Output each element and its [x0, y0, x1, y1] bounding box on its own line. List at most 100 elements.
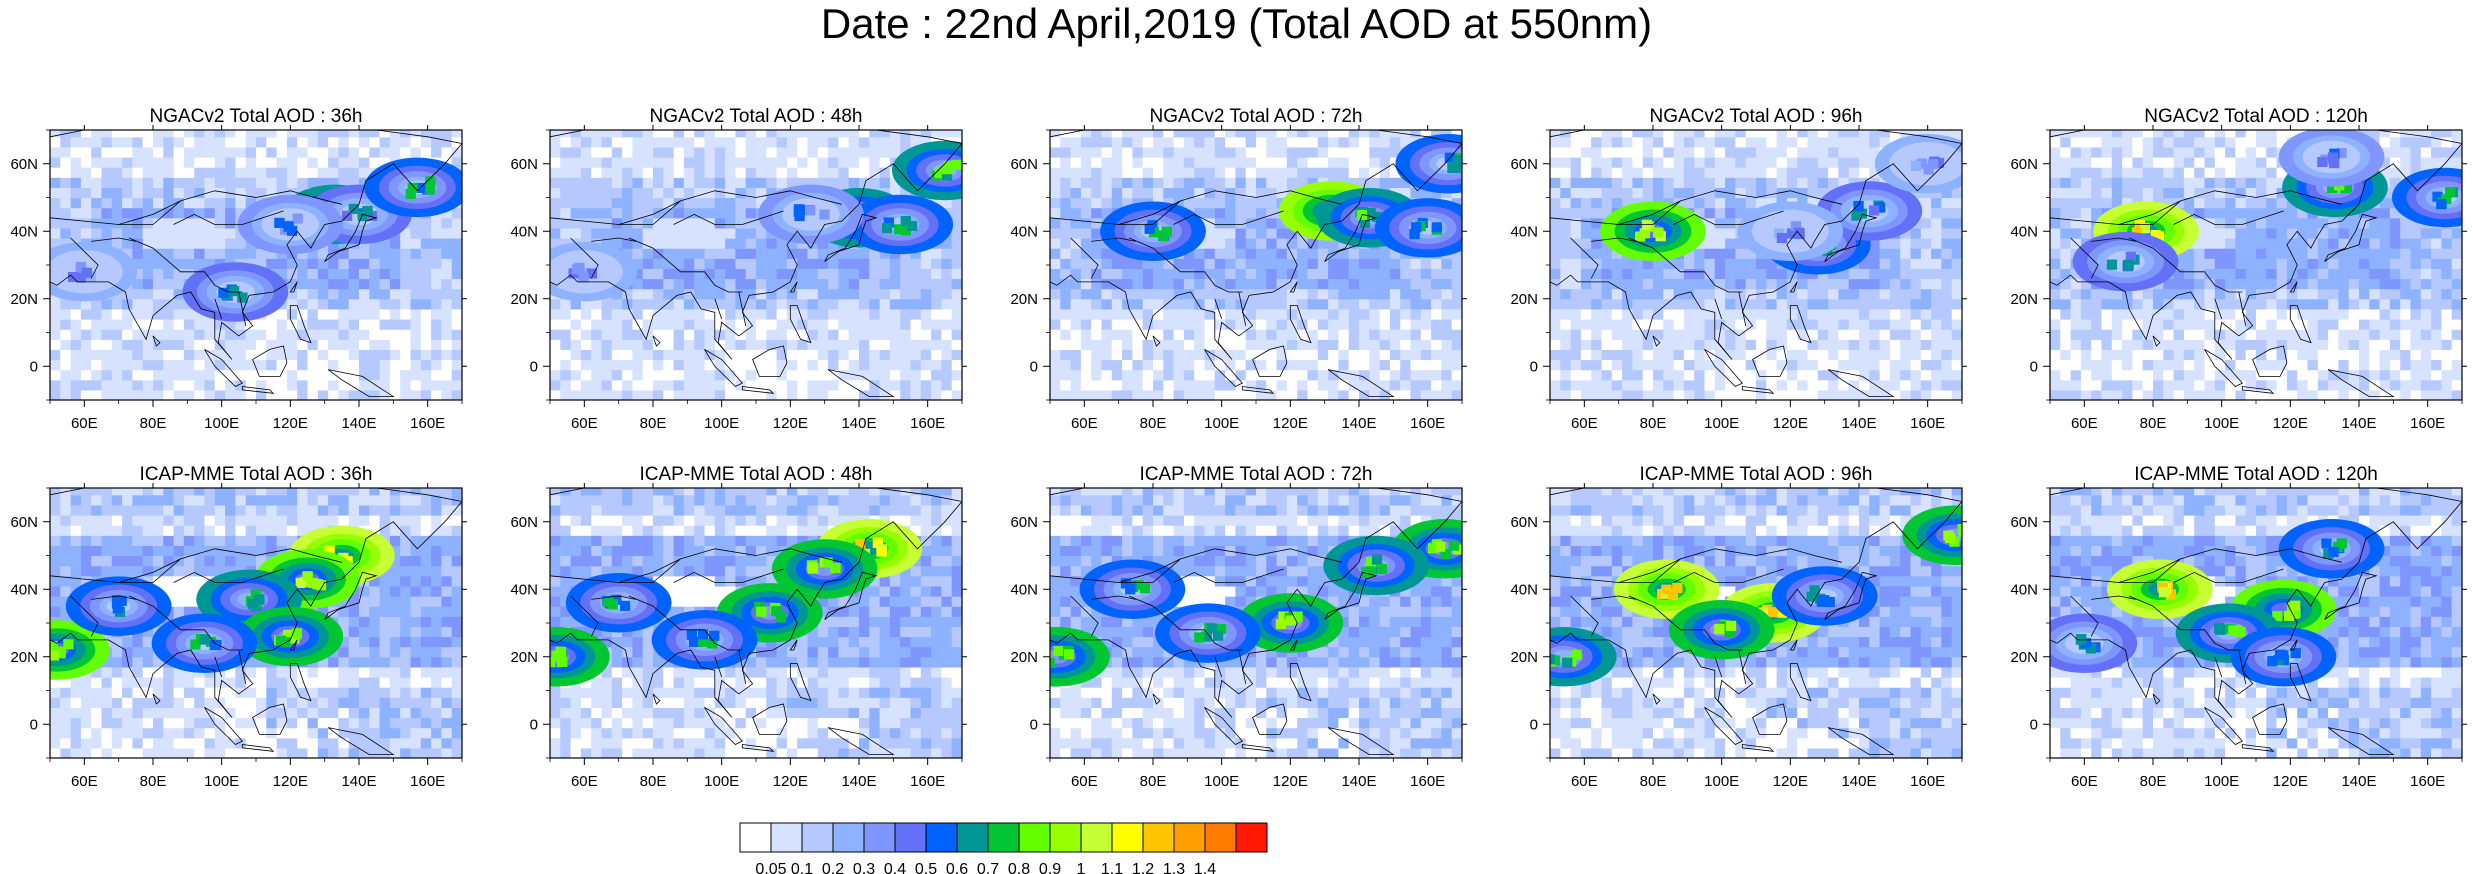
- x-tick-label: 140E: [841, 415, 876, 432]
- coastline: [1550, 488, 1962, 755]
- panel-title: ICAP-MME Total AOD : 120h: [2134, 464, 2378, 485]
- aod-hotspot-cell: [1923, 164, 1934, 175]
- colorbar-swatch: [1235, 822, 1268, 853]
- aod-hotspot-cell: [805, 205, 816, 216]
- x-tick-label: 160E: [410, 773, 445, 790]
- x-tick-label: 140E: [1341, 415, 1376, 432]
- aod-hotspot-cell: [1943, 530, 1954, 541]
- aod-hotspot-cell: [1194, 632, 1205, 643]
- map-panel: NGACv2 Total AOD : 120h 60E 80E 100E 120E 140…: [2010, 106, 2467, 432]
- y-tick-label: 40N: [510, 223, 538, 240]
- aod-hotspot-cell: [1371, 554, 1383, 565]
- aod-hotspot-cell: [2327, 183, 2338, 194]
- colorbar-swatch: [1204, 822, 1237, 853]
- aod-hotspot-cell: [1639, 228, 1650, 239]
- aod-field: [50, 488, 462, 758]
- y-tick-label: 20N: [1010, 649, 1038, 666]
- colorbar-label: 0.6: [946, 861, 968, 874]
- aod-hotspot-cell: [1916, 158, 1927, 169]
- map-panel: ICAP-MME Total AOD : 72h 60E 80E 100E 120E 14…: [1010, 464, 1467, 790]
- aod-hotspot-cell: [876, 546, 887, 557]
- aod-hotspot-cell: [2106, 259, 2118, 270]
- aod-hotspot-cell: [688, 636, 700, 647]
- aod-hotspot-cell: [1571, 649, 1582, 660]
- aod-hotspot-cell: [1776, 232, 1788, 244]
- x-tick-label: 160E: [2410, 773, 2445, 790]
- x-tick-label: 120E: [1773, 415, 1808, 432]
- y-tick-label: 0: [2030, 358, 2038, 375]
- x-tick-label: 80E: [640, 773, 667, 790]
- y-tick-label: 0: [1030, 358, 1038, 375]
- y-tick-label: 60N: [1010, 156, 1038, 173]
- aod-hotspot-cell: [1562, 657, 1573, 668]
- aod-hotspot-cell: [586, 268, 598, 279]
- aod-hotspot-cell: [557, 656, 568, 668]
- aod-hotspot-cell: [1365, 207, 1376, 218]
- aod-hotspot-cell: [1714, 623, 1725, 635]
- aod-hotspot-cell: [1410, 222, 1422, 233]
- aod-field: [1050, 488, 1462, 758]
- aod-hotspot-cell: [2327, 152, 2339, 163]
- y-tick-label: 60N: [510, 514, 538, 531]
- x-tick-label: 120E: [1773, 773, 1808, 790]
- x-tick-label: 60E: [1071, 415, 1098, 432]
- x-tick-label: 60E: [571, 415, 598, 432]
- map-panel: NGACv2 Total AOD : 96h 60E 80E 100E 120E 140E…: [1510, 106, 1967, 432]
- y-tick-label: 60N: [1510, 156, 1538, 173]
- x-tick-label: 60E: [71, 773, 98, 790]
- aod-hotspot-cell: [228, 286, 240, 297]
- aod-hotspot-cell: [900, 225, 912, 236]
- aod-hotspot-cell: [362, 205, 373, 216]
- y-tick-label: 40N: [10, 581, 38, 598]
- aod-hotspot-cell: [578, 272, 589, 283]
- aod-hotspot-cell: [2267, 656, 2278, 667]
- panel-title: NGACv2 Total AOD : 96h: [1650, 106, 1863, 127]
- aod-hotspot-cell: [324, 545, 335, 556]
- x-tick-label: 100E: [704, 773, 739, 790]
- y-tick-label: 20N: [1510, 291, 1538, 308]
- colorbar-label: 0.05: [755, 861, 786, 874]
- coastline: [2050, 488, 2462, 755]
- aod-hotspot-cell: [1454, 162, 1462, 173]
- aod-hotspot-cell: [2340, 183, 2351, 194]
- aod-hotspot-cell: [934, 168, 945, 179]
- aod-hotspot-cell: [1672, 582, 1683, 594]
- aod-hotspot-cell: [2274, 649, 2286, 660]
- aod-field: [550, 488, 962, 758]
- y-tick-label: 0: [530, 358, 538, 375]
- aod-hotspot-cell: [1050, 657, 1055, 669]
- map-panel: NGACv2 Total AOD : 72h 60E 80E 100E 120E 140E…: [1010, 106, 1467, 432]
- x-tick-label: 60E: [1571, 415, 1598, 432]
- aod-hotspot-cell: [951, 159, 962, 170]
- colorbar-swatch: [770, 822, 803, 853]
- aod-hotspot-cell: [1962, 536, 1972, 546]
- aod-hotspot-cell: [1125, 584, 1136, 595]
- aod-hotspot-cell: [1927, 158, 1939, 170]
- aod-hotspot-cell: [2432, 191, 2443, 202]
- coastline: [50, 488, 462, 755]
- coastline: [1050, 488, 1462, 755]
- x-tick-label: 80E: [1640, 415, 1667, 432]
- x-tick-label: 140E: [2341, 415, 2376, 432]
- colorbar-label: 0.2: [822, 861, 844, 874]
- x-tick-label: 120E: [2273, 415, 2308, 432]
- aod-hotspot-cell: [2214, 622, 2225, 634]
- aod-hotspot-cell: [282, 629, 294, 640]
- x-tick-label: 100E: [1204, 773, 1239, 790]
- panel-title: ICAP-MME Total AOD : 72h: [1139, 464, 1372, 485]
- aod-hotspot-cell: [1158, 230, 1169, 242]
- aod-hotspot-cell: [2321, 538, 2332, 549]
- x-tick-label: 60E: [2071, 773, 2098, 790]
- aod-hotspot-cell: [295, 577, 306, 589]
- y-tick-label: 40N: [1510, 223, 1538, 240]
- aod-hotspot-cell: [1809, 585, 1820, 596]
- aod-hotspot-cell: [2445, 187, 2456, 198]
- aod-hotspot-cell: [2165, 589, 2177, 600]
- y-tick-label: 20N: [510, 291, 538, 308]
- aod-hotspot-cell: [1550, 654, 1556, 665]
- colorbar-label: 0.9: [1039, 861, 1061, 874]
- x-tick-label: 140E: [1341, 773, 1376, 790]
- x-tick-label: 80E: [140, 773, 167, 790]
- aod-hotspot-cell: [2150, 229, 2161, 241]
- x-tick-label: 60E: [1071, 773, 1098, 790]
